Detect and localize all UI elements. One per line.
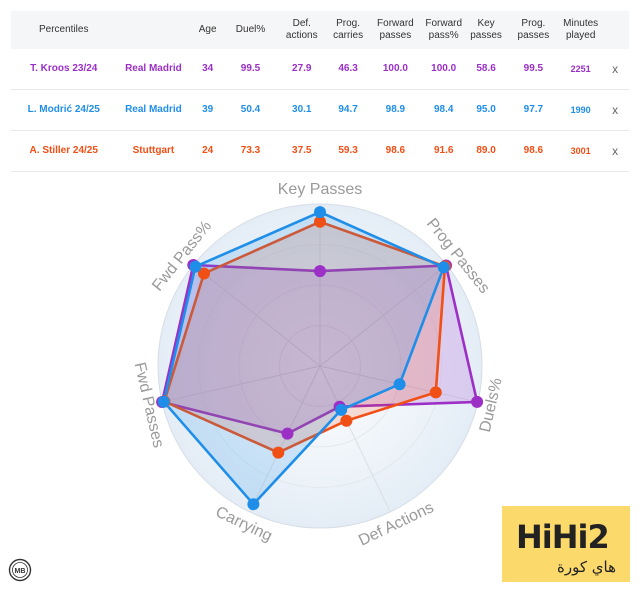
header-prog-carries: Prog. carries [333,18,364,41]
player-def-actions: 27.9 [292,63,312,74]
player-prog-carries: 46.3 [338,63,358,74]
header-def-actions: Def. actions [285,18,318,41]
remove-row-button[interactable]: x [612,103,619,117]
player-forward-pass-pct: 91.6 [433,145,454,156]
table-row: A. Stiller 24/25 Stuttgart 24 73.3 37.5 … [11,131,629,172]
player-prog-carries: 59.3 [338,145,358,156]
radar-spoke [193,264,321,367]
table-row: L. Modrić 24/25 Real Madrid 39 50.4 30.1… [11,90,629,131]
radar-point [340,414,353,427]
player-age: 24 [202,145,214,156]
mb-logo-icon: MB [8,558,32,582]
radar-point [314,265,326,278]
player-prog-carries: 94.7 [338,104,358,115]
player-prog-passes: 98.6 [523,145,544,156]
table-header: Percentiles Age Duel% Def. actions Prog.… [11,11,629,49]
player-team: Real Madrid [125,104,182,115]
header-duel: Duel% [235,24,266,35]
player-forward-pass-pct: 98.4 [433,104,454,115]
radar-point [335,403,348,416]
radar-axis-label: Key Passes [278,181,362,198]
radar-spoke [319,264,447,367]
player-prog-passes: 99.5 [523,63,544,74]
player-name: A. Stiller 24/25 [29,145,98,156]
header-minutes: Minutes played [563,18,599,41]
player-age: 34 [202,63,214,74]
player-duel: 73.3 [240,145,261,156]
player-minutes: 1990 [570,105,591,115]
remove-row-button[interactable]: x [612,144,619,158]
watermark-subtitle: هاي كورة [557,558,616,576]
header-prog-passes: Prog. passes [517,18,550,41]
player-name: L. Modrić 24/25 [27,104,100,115]
svg-text:MB: MB [15,568,26,575]
header-forward-pass-pct: Forward pass% [425,18,463,41]
radar-spoke [161,365,321,403]
radar-point [314,206,326,219]
radar-point [429,386,442,399]
radar-point [247,498,260,511]
radar-point [281,427,294,440]
hihi2-watermark: HiHi2 هاي كورة [502,506,630,582]
player-key-passes: 58.6 [476,63,496,74]
percentiles-table: Percentiles Age Duel% Def. actions Prog.… [11,11,629,172]
radar-point [157,395,170,408]
radar-spoke [319,365,391,513]
player-team: Stuttgart [132,145,175,156]
watermark-title: HiHi2 [516,518,610,556]
player-minutes: 2251 [570,64,591,74]
radar-grid [157,203,483,529]
header-forward-passes: Forward passes [377,18,414,41]
table-row: T. Kroos 23/24 Real Madrid 34 99.5 27.9 … [11,49,629,90]
player-forward-passes: 100.0 [382,63,408,74]
player-key-passes: 89.0 [476,145,496,156]
header-key-passes: Key passes [470,18,502,41]
player-forward-pass-pct: 100.0 [431,63,457,74]
radar-point [393,378,406,391]
radar-point [471,395,484,408]
player-prog-passes: 97.7 [523,104,544,115]
player-team: Real Madrid [125,63,182,74]
header-age: Age [198,24,217,35]
player-name: T. Kroos 23/24 [30,63,98,74]
header-percentiles: Percentiles [39,24,89,35]
player-forward-passes: 98.6 [385,145,406,156]
player-duel: 50.4 [240,104,261,115]
player-key-passes: 95.0 [476,104,496,115]
radar-point [272,446,285,459]
player-minutes: 3001 [570,146,591,156]
player-duel: 99.5 [240,63,261,74]
radar-point [189,260,202,273]
player-age: 39 [202,104,214,115]
player-def-actions: 37.5 [292,145,312,156]
radar-point [314,215,326,228]
radar-point [437,261,450,274]
radar-point [198,267,210,280]
radar-series-kroos [160,263,479,435]
remove-row-button[interactable]: x [612,62,619,76]
radar-series-layer [156,206,484,511]
player-forward-passes: 98.9 [385,104,406,115]
radar-series-modric [162,210,446,506]
player-def-actions: 30.1 [292,104,312,115]
